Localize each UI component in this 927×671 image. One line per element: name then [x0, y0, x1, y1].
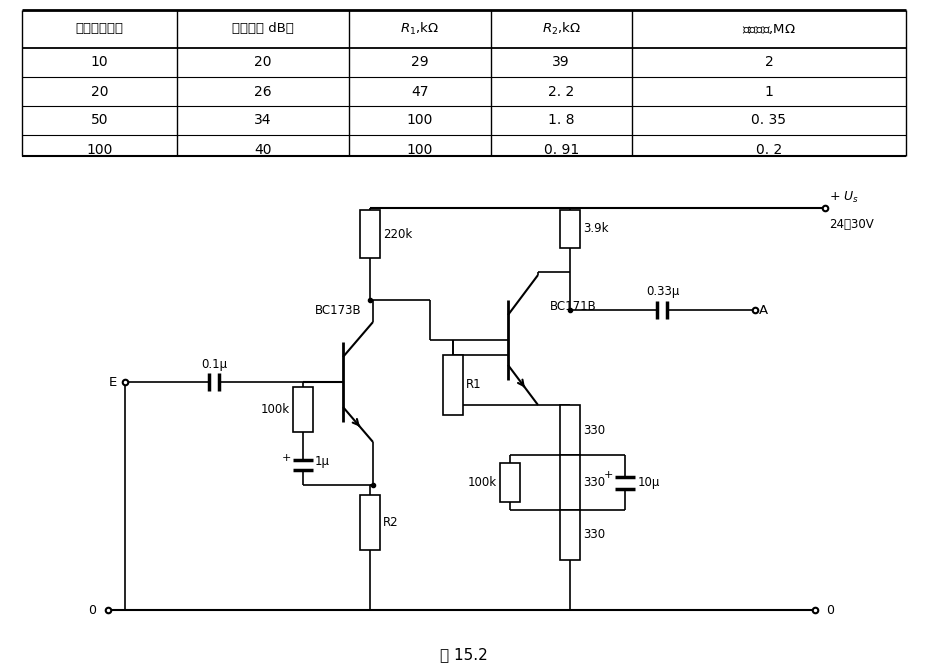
Text: $\it{R}_1$,k$\Omega$: $\it{R}_1$,k$\Omega$ [400, 21, 438, 37]
Text: 3.9k: 3.9k [582, 223, 608, 236]
Bar [360, 210, 379, 258]
Text: 100k: 100k [467, 476, 497, 489]
Text: 0: 0 [88, 603, 95, 617]
Text: 40: 40 [254, 142, 272, 156]
Text: $\it{R}_2$,k$\Omega$: $\it{R}_2$,k$\Omega$ [541, 21, 580, 37]
Bar [559, 405, 579, 455]
Bar [500, 463, 519, 502]
Bar [559, 455, 579, 510]
Text: 0.33μ: 0.33μ [645, 285, 679, 298]
Text: A: A [758, 305, 768, 317]
Text: BC171B: BC171B [550, 300, 596, 313]
Text: 1μ: 1μ [314, 456, 330, 468]
Text: 0.1μ: 0.1μ [201, 358, 227, 371]
Text: 1: 1 [764, 85, 772, 99]
Bar [293, 387, 312, 432]
Text: 26: 26 [254, 85, 272, 99]
Bar [559, 210, 579, 248]
Bar [442, 355, 463, 415]
Text: 10μ: 10μ [638, 476, 660, 489]
Text: 输入电阻,M$\Omega$: 输入电阻,M$\Omega$ [742, 22, 795, 36]
Bar [360, 495, 379, 550]
Text: 电压放大倍数: 电压放大倍数 [75, 23, 123, 36]
Text: E: E [108, 376, 117, 389]
Text: 39: 39 [552, 56, 569, 70]
Text: +: + [603, 470, 613, 480]
Text: 100: 100 [406, 142, 433, 156]
Text: 47: 47 [411, 85, 428, 99]
Text: +: + [281, 453, 291, 463]
Text: 图 15.2: 图 15.2 [439, 648, 488, 662]
Text: 330: 330 [582, 476, 604, 489]
Text: 34: 34 [254, 113, 272, 127]
Text: 330: 330 [582, 529, 604, 541]
Text: R2: R2 [383, 516, 399, 529]
Text: BC173B: BC173B [314, 304, 361, 317]
Text: 100: 100 [406, 113, 433, 127]
Text: 2: 2 [764, 56, 772, 70]
Text: 电压放大 dB数: 电压放大 dB数 [232, 23, 294, 36]
Text: R1: R1 [465, 378, 481, 391]
Text: 330: 330 [582, 423, 604, 437]
Text: 20: 20 [254, 56, 272, 70]
Bar [559, 510, 579, 560]
Text: 20: 20 [91, 85, 108, 99]
Text: 10: 10 [91, 56, 108, 70]
Text: 0. 35: 0. 35 [751, 113, 786, 127]
Text: 220k: 220k [383, 227, 412, 240]
Text: 100: 100 [86, 142, 112, 156]
Text: 100k: 100k [260, 403, 289, 416]
Text: 24～30V: 24～30V [828, 218, 873, 231]
Text: 29: 29 [411, 56, 428, 70]
Text: 0. 91: 0. 91 [543, 142, 578, 156]
Text: 2. 2: 2. 2 [548, 85, 574, 99]
Text: 50: 50 [91, 113, 108, 127]
Text: 0. 2: 0. 2 [755, 142, 781, 156]
Text: + $U_s$: + $U_s$ [828, 190, 858, 205]
Text: 0: 0 [825, 603, 833, 617]
Text: 1. 8: 1. 8 [548, 113, 574, 127]
